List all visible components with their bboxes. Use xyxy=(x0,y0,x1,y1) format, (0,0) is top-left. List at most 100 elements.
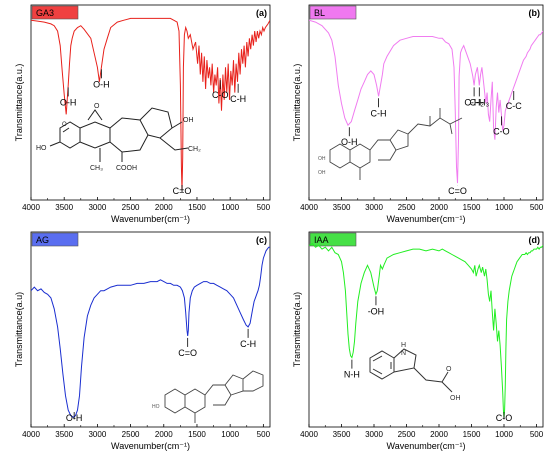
x-tick-label-a-7: 500 xyxy=(257,203,271,212)
spectrum-line-d xyxy=(309,242,543,418)
sample-tag-box-a xyxy=(31,5,79,20)
x-tick-label-a-1: 3500 xyxy=(55,203,73,212)
panel-c: 4000 3500 3000 2500 2000 1500 1000 500 Wavenumbe… xyxy=(14,231,271,451)
x-tick-label-b-0: 4000 xyxy=(300,203,318,212)
annotation-label-b-5: C-O xyxy=(493,126,510,136)
plot-frame-a xyxy=(30,4,271,201)
y-axis-label-d: Transmittance(a.u) xyxy=(292,292,302,367)
ga3-oxygen-label: O xyxy=(94,103,100,110)
x-tick-label-b-2: 3000 xyxy=(365,203,383,212)
x-tick-label-c-6: 1000 xyxy=(221,430,239,439)
panel-letter-a: (a) xyxy=(256,8,267,18)
annotation-label-a-0: O-H xyxy=(60,97,77,107)
iaa-nh-label: H xyxy=(401,342,406,349)
x-tick-label-b-3: 2500 xyxy=(398,203,416,212)
x-tick-label-d-4: 2000 xyxy=(430,430,448,439)
x-tick-label-c-7: 500 xyxy=(257,430,271,439)
x-tick-label-c-2: 3000 xyxy=(88,430,106,439)
panel-a: 4000 3500 3000 2500 2000 1500 1000 500 Wavenumbe… xyxy=(14,4,271,224)
annotation-label-a-2: C=O xyxy=(173,186,192,196)
ga3-structure-labels: O O HO OH CH₂ CH₃ COOH xyxy=(36,103,201,172)
ga3-methylene-label: CH₂ xyxy=(188,146,201,153)
iaa-n-label: N xyxy=(401,350,406,357)
x-tick-label-c-0: 4000 xyxy=(22,430,40,439)
x-tick-label-d-7: 500 xyxy=(530,430,544,439)
annotation-label-c-1: C=O xyxy=(178,348,197,358)
annotation-label-c-0: O-H xyxy=(66,413,83,423)
y-axis-label-b: Transmittance(a.u.) xyxy=(292,64,302,142)
sample-tag-box-c xyxy=(31,232,79,247)
annotation-label-b-0: O-H xyxy=(341,137,358,147)
sample-tag-box-b xyxy=(309,5,357,20)
x-tick-label-a-3: 2500 xyxy=(122,203,140,212)
bl-structure-drawing xyxy=(329,108,463,180)
x-tick-label-b-7: 500 xyxy=(530,203,544,212)
annotation-label-b-1: C-H xyxy=(371,108,387,118)
annotation-label-c-2: C-H xyxy=(240,339,256,349)
annotation-label-a-1: O-H xyxy=(93,79,110,89)
x-tick-label-a-4: 2000 xyxy=(155,203,173,212)
x-axis-label-c: Wavenumber(cm⁻¹) xyxy=(111,441,190,451)
x-tick-label-c-1: 3500 xyxy=(55,430,73,439)
x-tick-label-b-4: 2000 xyxy=(430,203,448,212)
sample-tag-b: BL xyxy=(314,8,325,18)
x-axis-label-d: Wavenumber(cm⁻¹) xyxy=(387,441,466,451)
ga3-hydroxyl-right-label: OH xyxy=(183,117,194,124)
y-axis-label-a: Transmittance(a.u.) xyxy=(14,64,24,142)
sample-tag-a: GA3 xyxy=(36,8,54,18)
annotation-label-b-2: C=O xyxy=(448,186,467,196)
annotation-label-b-4: C-H₃ xyxy=(469,97,489,107)
annotation-label-b-6: C-C xyxy=(506,101,522,111)
x-tick-label-d-6: 1000 xyxy=(495,430,513,439)
x-axis-label-b: Wavenumber(cm⁻¹) xyxy=(387,214,466,224)
x-tick-label-a-6: 1000 xyxy=(221,203,239,212)
annotation-label-d-2: C-O xyxy=(496,413,513,423)
panel-b: 4000 3500 3000 2500 2000 1500 1000 500 Wavenumbe… xyxy=(292,4,544,224)
ga3-structure-drawing xyxy=(49,107,189,162)
ag-structure-drawing xyxy=(164,370,264,423)
x-tick-label-b-6: 1000 xyxy=(495,203,513,212)
ag-hydroxyl-label: HO xyxy=(152,404,160,410)
ag-structure-labels: HO xyxy=(152,404,160,410)
panel-letter-d: (d) xyxy=(529,235,541,245)
spectrum-line-b xyxy=(309,19,543,184)
annotation-label-d-1: -OH xyxy=(368,306,385,316)
x-tick-label-d-2: 3000 xyxy=(365,430,383,439)
x-tick-label-b-5: 1500 xyxy=(463,203,481,212)
panel-letter-b: (b) xyxy=(529,8,541,18)
panel-d: 4000 3500 3000 2500 2000 1500 1000 500 Wavenumbe… xyxy=(292,231,544,451)
x-tick-label-a-5: 1500 xyxy=(188,203,206,212)
x-tick-label-b-1: 3500 xyxy=(333,203,351,212)
spectrum-line-c xyxy=(31,246,270,419)
annotation-label-a-4: C-H xyxy=(230,94,246,104)
x-tick-label-d-3: 2500 xyxy=(398,430,416,439)
x-axis-label-a: Wavenumber(cm⁻¹) xyxy=(111,214,190,224)
ga3-carboxyl-label: COOH xyxy=(116,165,137,172)
plot-frame-b xyxy=(308,4,544,201)
x-tick-label-a-0: 4000 xyxy=(22,203,40,212)
y-axis-label-c: Transmittance(a.u) xyxy=(14,292,24,367)
x-tick-label-c-5: 1500 xyxy=(188,430,206,439)
ga3-methyl-label: CH₃ xyxy=(90,165,103,172)
bl-structure-labels: OH OH xyxy=(318,156,326,176)
iaa-structure-labels: H N O OH xyxy=(401,342,461,402)
iaa-oh-label: OH xyxy=(450,395,461,402)
annotation-label-a-3: C-O xyxy=(212,90,229,100)
iaa-o-label: O xyxy=(446,366,452,373)
iaa-structure-drawing xyxy=(369,348,453,393)
panel-letter-c: (c) xyxy=(256,235,267,245)
ga3-hydroxyl-left-label: HO xyxy=(36,145,47,152)
plot-frame-d xyxy=(308,231,544,428)
ga3-o-ring-label: O xyxy=(62,122,67,128)
sample-tag-c: AG xyxy=(36,235,49,245)
sample-tag-d: IAA xyxy=(314,235,329,245)
sample-tag-box-d xyxy=(309,232,357,247)
x-tick-label-c-4: 2000 xyxy=(155,430,173,439)
x-tick-label-d-1: 3500 xyxy=(333,430,351,439)
plot-frame-c xyxy=(30,231,271,428)
x-tick-label-c-3: 2500 xyxy=(122,430,140,439)
bl-hydroxyl-label-1: OH xyxy=(318,156,326,162)
spectrum-line-a xyxy=(31,17,270,191)
annotation-label-d-0: N-H xyxy=(344,370,360,380)
